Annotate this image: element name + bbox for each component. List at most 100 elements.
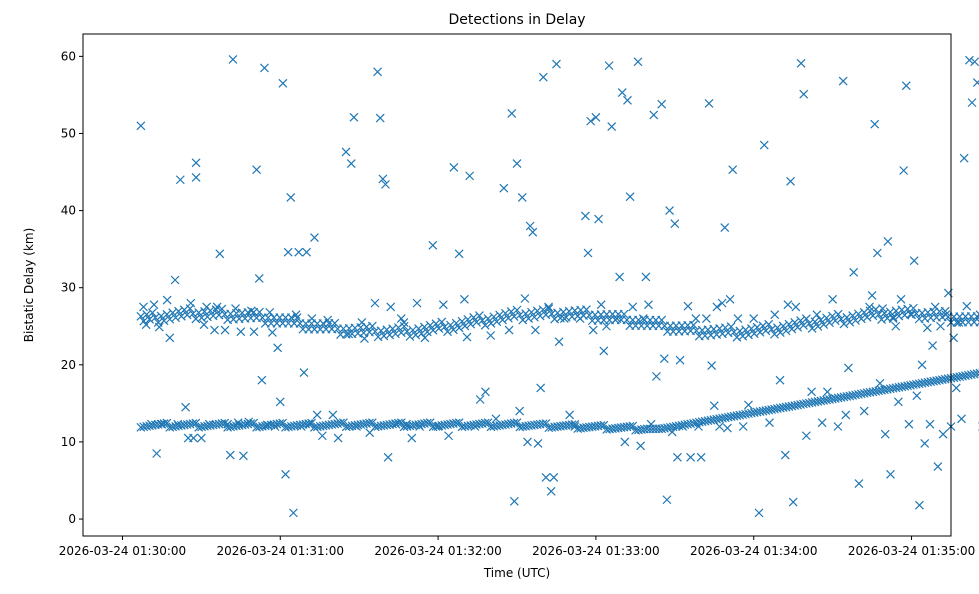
detection-point (550, 473, 558, 481)
data-points (137, 55, 979, 516)
detection-point (189, 434, 197, 442)
detection-point (894, 398, 902, 406)
detection-point (771, 311, 779, 319)
detection-point (226, 451, 234, 459)
detection-point (600, 347, 608, 355)
detection-point (650, 111, 658, 119)
detection-point (376, 114, 384, 122)
detection-point (318, 432, 326, 440)
detection-point (274, 344, 282, 352)
detection-point (384, 453, 392, 461)
detection-point (413, 299, 421, 307)
detection-point (645, 301, 653, 309)
detection-point (303, 248, 311, 256)
detection-point (408, 434, 416, 442)
detection-point (960, 154, 968, 162)
detection-point (253, 166, 261, 174)
detection-point (150, 301, 158, 309)
y-tick-label: 0 (68, 512, 76, 526)
detection-point (900, 166, 908, 174)
detection-point (289, 509, 297, 517)
detection-point (744, 401, 752, 409)
detection-point (721, 224, 729, 232)
detection-point (342, 148, 350, 156)
detection-point (642, 273, 650, 281)
detection-point (500, 184, 508, 192)
detection-point (584, 249, 592, 257)
detection-point (934, 463, 942, 471)
detection-point (310, 234, 318, 242)
detection-point (708, 362, 716, 370)
detection-point (629, 303, 637, 311)
x-tick-label: 2026-03-24 01:34:00 (690, 544, 817, 558)
detection-point (776, 376, 784, 384)
detection-point (660, 355, 668, 363)
detection-point (166, 334, 174, 342)
detection-point (817, 316, 825, 324)
detection-point (221, 326, 229, 334)
detection-point (844, 364, 852, 372)
detection-point (397, 315, 405, 323)
detection-point (521, 294, 529, 302)
detection-point (808, 324, 816, 332)
detection-point (476, 396, 484, 404)
detection-point (176, 176, 184, 184)
detection-point (813, 311, 821, 319)
detection-point (876, 379, 884, 387)
detection-point (676, 356, 684, 364)
detection-point (926, 420, 934, 428)
detection-point (968, 99, 976, 107)
detection-point (739, 423, 747, 431)
detection-point (587, 117, 595, 125)
detection-point (516, 407, 524, 415)
detection-point (542, 473, 550, 481)
detection-point (860, 407, 868, 415)
detection-point (855, 480, 863, 488)
detection-point (936, 322, 944, 330)
detection-point (487, 332, 495, 340)
y-tick-label: 20 (61, 358, 76, 372)
detection-point (470, 313, 478, 321)
detection-point (671, 220, 679, 228)
detection-point (239, 452, 247, 460)
detection-point (789, 498, 797, 506)
detection-point (200, 321, 208, 329)
detection-point (952, 384, 960, 392)
detection-point (313, 411, 321, 419)
detection-point (371, 299, 379, 307)
detection-point (429, 241, 437, 249)
chart-title: Detections in Delay (448, 12, 585, 28)
detection-point (197, 434, 205, 442)
detection-point (808, 388, 816, 396)
detection-point (458, 317, 466, 325)
detection-point (539, 73, 547, 81)
detection-point (637, 442, 645, 450)
detection-point (347, 160, 355, 168)
detection-point (666, 207, 674, 215)
detection-point (592, 113, 600, 121)
detection-point (829, 295, 837, 303)
detection-point (139, 303, 147, 311)
detection-point (723, 424, 731, 432)
detection-point (481, 388, 489, 396)
detection-point (713, 303, 721, 311)
detection-point (623, 96, 631, 104)
detection-point (266, 308, 274, 316)
detection-point (820, 321, 828, 329)
detection-point (929, 342, 937, 350)
detection-point (460, 295, 468, 303)
detection-point (958, 415, 966, 423)
detection-point (915, 501, 923, 509)
detection-point (464, 315, 472, 323)
x-tick-label: 2026-03-24 01:32:00 (374, 544, 501, 558)
detection-point (597, 301, 605, 309)
detection-point (192, 159, 200, 167)
detection-point (300, 369, 308, 377)
detection-point (153, 449, 161, 457)
detection-point (705, 99, 713, 107)
detection-point (873, 249, 881, 257)
detection-point (718, 299, 726, 307)
detection-point (260, 64, 268, 72)
